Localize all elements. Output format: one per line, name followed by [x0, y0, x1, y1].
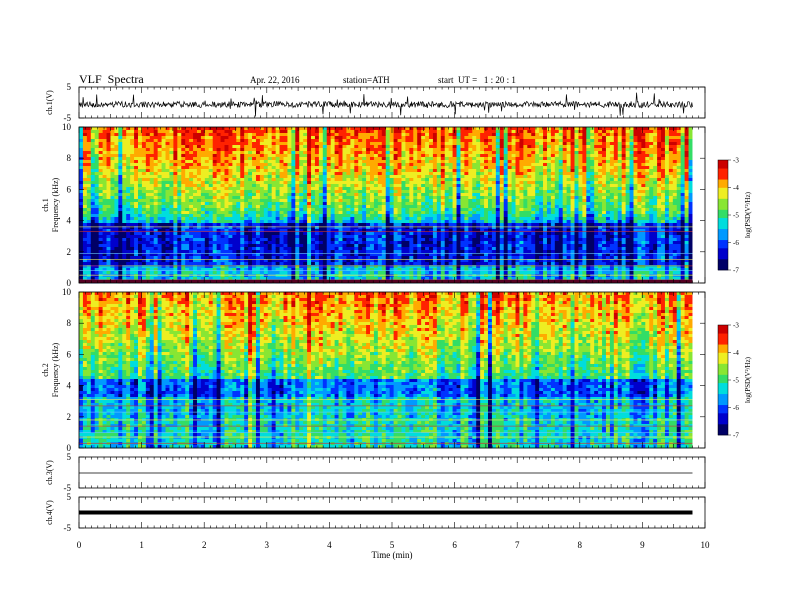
colorbar-tick-label: -3: [733, 322, 739, 330]
x-tick-label: 5: [390, 540, 395, 550]
y-tick-label-p3: 4: [67, 381, 72, 391]
colorbar-tick-label: -4: [733, 349, 739, 357]
colorbar-1: -3 -4 -5 -6 -7 log(PSD(V²/Hz): [718, 157, 752, 275]
colorbar-tick-label: -6: [733, 404, 739, 412]
x-tick-label: 8: [578, 540, 583, 550]
colorbar-2: -3 -4 -5 -6 -7 log(PSD(V²/Hz): [718, 322, 752, 440]
colorbar-label: log(PSD(V²/Hz): [744, 356, 752, 403]
y-axis-label-p4: ch.3(V): [45, 460, 54, 485]
x-tick-label: 2: [202, 540, 207, 550]
colorbar-tick-label: -5: [733, 377, 739, 385]
vlf-spectra-figure: 5-5ch.1(V)0246810ch.1 Frequency (kHz)0246…: [0, 0, 792, 612]
y-axis-label-p5: ch.4(V): [45, 500, 54, 525]
y-tick-label-p3: 8: [67, 318, 72, 328]
spectrogram-ch2: [79, 292, 705, 448]
x-axis-label: Time (min): [372, 550, 413, 560]
y-axis-label-p1: ch.1(V): [45, 90, 54, 115]
y-tick-label-p2: 8: [67, 153, 72, 163]
y-axis-label-p3: ch.2: [41, 363, 50, 377]
colorbar-tick-label: -5: [733, 212, 739, 220]
spectrogram-ch1: [79, 127, 705, 283]
y-tick-label-p3: 2: [67, 412, 72, 422]
colorbar-tick-label: -6: [733, 239, 739, 247]
y-tick-label-p4: 5: [67, 452, 72, 462]
y-tick-label-p1: 5: [67, 82, 72, 92]
x-tick-label: 7: [515, 540, 520, 550]
y-tick-label-p2: 6: [67, 184, 72, 194]
y-tick-label-p5: 5: [67, 492, 72, 502]
x-tick-label: 0: [77, 540, 82, 550]
colorbar-tick-label: -7: [733, 432, 739, 440]
y-axis-label-p3-b: Frequency (kHz): [51, 342, 60, 397]
y-tick-label-p3: 10: [62, 287, 72, 297]
x-tick-label: 9: [640, 540, 645, 550]
y-tick-label-p2: 4: [67, 216, 72, 226]
y-tick-label-p5: -5: [64, 523, 72, 533]
y-tick-label-p2: 2: [67, 247, 72, 257]
colorbar-tick-label: -4: [733, 184, 739, 192]
x-tick-label: 3: [265, 540, 270, 550]
x-tick-label: 10: [701, 540, 711, 550]
x-tick-label: 6: [452, 540, 457, 550]
ch1-waveform-line: [79, 93, 693, 117]
y-tick-label-p2: 10: [62, 122, 72, 132]
y-axis-label-p2-b: Frequency (kHz): [51, 177, 60, 232]
colorbar-tick-label: -7: [733, 267, 739, 275]
y-tick-label-p3: 6: [67, 349, 72, 359]
colorbar-label: log(PSD(V²/Hz): [744, 191, 752, 238]
x-tick-label: 1: [139, 540, 144, 550]
colorbar-tick-label: -3: [733, 157, 739, 165]
y-axis-label-p2: ch.1: [41, 198, 50, 212]
x-tick-label: 4: [327, 540, 332, 550]
